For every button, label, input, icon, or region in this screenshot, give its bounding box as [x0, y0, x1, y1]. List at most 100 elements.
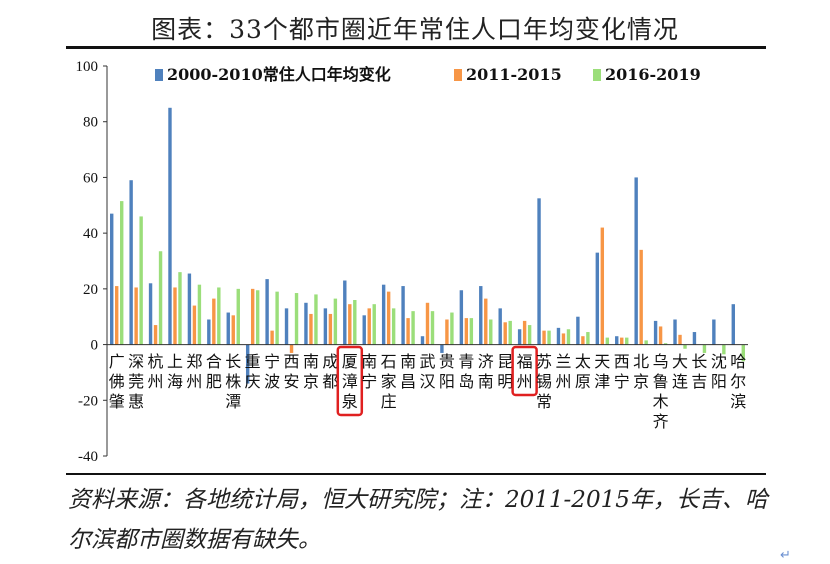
- bar-s2-0: [115, 286, 119, 345]
- bar-s1-29: [673, 319, 677, 345]
- category-label-18-0: 青: [458, 352, 474, 371]
- source-note: 资料来源：各地统计局，恒大研究院；注：2011-2015年，长吉、哈尔滨都市圈数…: [68, 487, 768, 553]
- legend-swatch-1: [155, 69, 163, 81]
- category-label-6-1: 株: [225, 372, 241, 391]
- category-label-10-1: 京: [303, 372, 319, 391]
- bar-s1-26: [615, 336, 619, 345]
- y-tick-label--40: -40: [78, 449, 98, 465]
- bar-s1-28: [653, 320, 658, 345]
- category-label-25-0: 天: [594, 352, 610, 371]
- bar-s3-8: [275, 291, 279, 345]
- category-label-27-0: 北: [633, 352, 649, 371]
- category-label-0-0: 广: [109, 352, 125, 371]
- top-rule: [66, 46, 766, 49]
- category-label-16-0: 武: [419, 352, 435, 371]
- bar-s1-32: [731, 304, 735, 345]
- legend-swatch-3: [593, 69, 601, 81]
- category-label-14-1: 家: [381, 372, 397, 391]
- bar-s3-1: [139, 216, 143, 345]
- legend-label-3: 2016-2019: [605, 65, 701, 84]
- bar-s3-31: [722, 344, 726, 355]
- bar-s3-24: [586, 332, 590, 345]
- bar-s3-32: [741, 344, 745, 362]
- category-label-22-1: 锡: [536, 372, 552, 391]
- bar-s2-2: [153, 325, 158, 345]
- category-label-19-1: 南: [478, 372, 494, 391]
- category-label-26-0: 西: [614, 352, 630, 371]
- category-label-7-1: 庆: [245, 372, 261, 391]
- y-tick-label--20: -20: [78, 393, 98, 409]
- y-tick-label-0: 0: [91, 338, 99, 354]
- category-label-7-0: 重: [245, 352, 261, 371]
- highlight-box-21: [511, 345, 538, 397]
- category-label-11-1: 都: [322, 372, 338, 391]
- category-label-14-2: 庄: [381, 392, 397, 411]
- bar-s2-22: [542, 330, 546, 345]
- bar-s2-6: [231, 315, 235, 345]
- category-label-3-1: 海: [167, 372, 183, 391]
- return-mark-icon: ↵: [780, 548, 791, 563]
- bar-s2-4: [192, 305, 197, 345]
- bar-s1-14: [381, 284, 386, 345]
- bar-s3-3: [178, 272, 182, 345]
- bar-s3-19: [489, 319, 493, 345]
- category-label-13-0: 南: [361, 352, 377, 371]
- bar-s2-3: [173, 287, 177, 345]
- y-tick-label-40: 40: [83, 226, 98, 242]
- category-label-10-0: 南: [303, 352, 319, 371]
- bar-s2-7: [250, 288, 255, 345]
- category-label-17-0: 贵: [439, 352, 455, 371]
- bar-s1-18: [459, 290, 464, 345]
- category-label-23-0: 兰: [555, 352, 571, 371]
- category-label-15-1: 昌: [400, 372, 416, 391]
- category-label-28-1: 鲁: [653, 372, 669, 391]
- category-label-32-0: 哈: [730, 352, 746, 371]
- bar-s3-25: [605, 337, 610, 345]
- bar-s2-8: [270, 330, 274, 345]
- bar-s1-6: [226, 312, 230, 345]
- category-label-2-1: 州: [148, 372, 164, 391]
- bar-s2-25: [600, 227, 605, 345]
- bar-s3-21: [527, 325, 532, 345]
- bar-s3-29: [683, 344, 687, 349]
- bar-s2-27: [639, 249, 643, 345]
- bar-s1-1: [129, 180, 133, 345]
- bar-s2-11: [328, 313, 333, 345]
- bar-s3-28: [663, 343, 668, 345]
- bar-s1-31: [712, 319, 716, 345]
- category-label-20-1: 明: [497, 372, 513, 391]
- category-label-16-1: 汉: [419, 372, 435, 391]
- category-label-1-0: 深: [128, 352, 144, 371]
- legend-label-1: 2000-2010常住人口年均变化: [167, 65, 391, 84]
- category-label-31-1: 阳: [711, 372, 727, 391]
- category-label-32-2: 滨: [730, 392, 746, 411]
- bar-s1-12: [343, 280, 347, 345]
- bar-s3-0: [120, 201, 124, 345]
- bar-s3-30: [702, 344, 707, 353]
- category-label-3-0: 上: [167, 352, 183, 371]
- bar-s3-4: [197, 284, 202, 345]
- bar-s3-22: [547, 330, 551, 345]
- bar-s2-29: [678, 334, 682, 345]
- category-label-22-0: 苏: [536, 352, 552, 371]
- bar-s3-6: [236, 288, 240, 345]
- category-label-24-0: 太: [575, 352, 591, 371]
- bar-s2-5: [212, 298, 216, 345]
- page-title: 图表：33个都市圈近年常住人口年均变化情况: [151, 15, 679, 44]
- bar-s3-14: [391, 308, 396, 345]
- y-tick-label-20: 20: [83, 282, 98, 298]
- category-label-9-1: 安: [284, 372, 300, 391]
- bar-s3-27: [644, 340, 648, 345]
- axes-group: -40 -20 0 20 40 60 80 100: [76, 59, 748, 465]
- bar-s2-13: [367, 308, 371, 345]
- bar-s1-30: [692, 332, 697, 345]
- bar-s1-24: [576, 316, 580, 345]
- category-label-26-1: 宁: [614, 372, 630, 391]
- category-label-31-0: 沈: [711, 352, 727, 371]
- y-tick-label-60: 60: [83, 170, 98, 186]
- bar-s1-23: [556, 327, 561, 345]
- y-tick-label-100: 100: [76, 59, 99, 75]
- bar-s2-12: [348, 304, 352, 345]
- category-label-20-0: 昆: [497, 352, 513, 371]
- bar-s2-20: [503, 322, 507, 345]
